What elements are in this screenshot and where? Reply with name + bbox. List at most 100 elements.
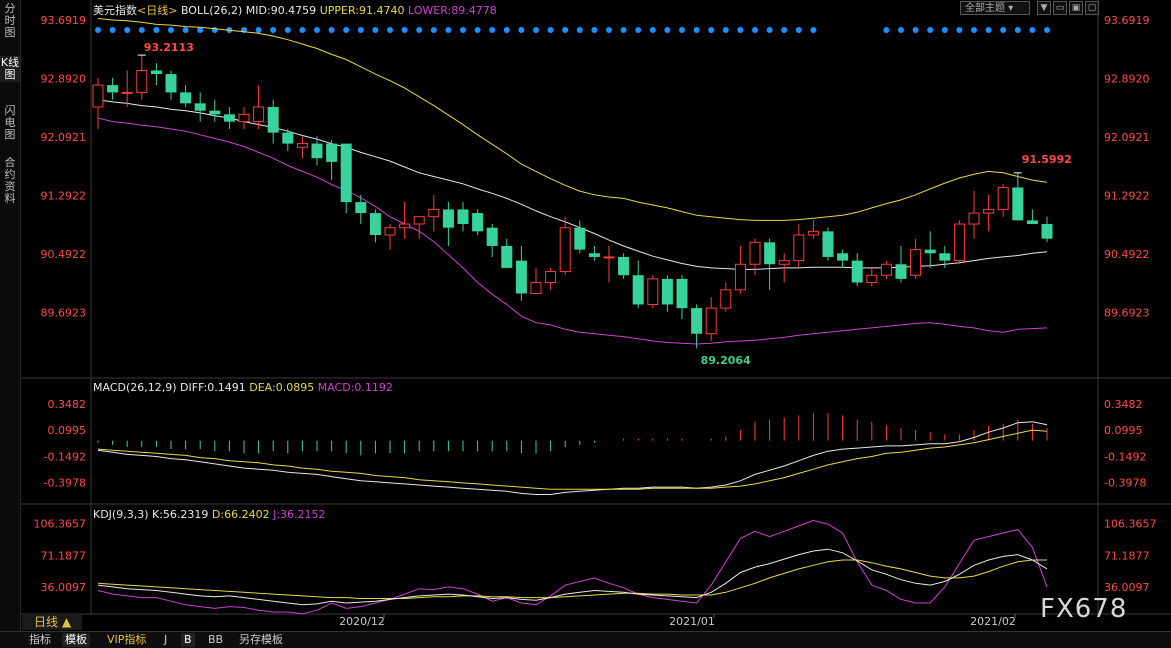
signal-dot xyxy=(401,27,408,33)
candle-body xyxy=(953,223,965,262)
signal-dot xyxy=(1014,27,1021,33)
sidebar-item-intraday[interactable]: 分时图 xyxy=(4,2,16,39)
instrument-name: 美元指数 xyxy=(93,4,137,17)
signal-dot xyxy=(95,27,101,33)
main-y-tick-label: 89.6923 xyxy=(41,306,87,319)
candle-body xyxy=(238,113,250,123)
candle-body xyxy=(851,260,863,283)
signal-dot xyxy=(737,27,744,33)
tab-bb[interactable]: BB xyxy=(208,633,224,646)
candle-body xyxy=(413,216,425,225)
candle-body xyxy=(895,264,907,279)
indicator-name: BOLL(26,2) xyxy=(180,4,243,17)
candle-body xyxy=(574,227,586,250)
main-legend: 美元指数<日线> BOLL(26,2) MID:90.4759 UPPER:91… xyxy=(93,2,497,18)
signal-dot xyxy=(197,27,204,33)
candle-body xyxy=(165,74,177,93)
candle-body xyxy=(311,143,323,159)
signal-dot xyxy=(620,27,627,33)
kdj-d-line xyxy=(97,559,1047,599)
x-tick-label: 2021/01 xyxy=(669,615,715,628)
sidebar-item-flash[interactable]: 闪电图 xyxy=(4,104,16,141)
candle-body xyxy=(150,70,162,75)
kdj-j-line xyxy=(97,519,1048,615)
candle-body xyxy=(822,231,834,257)
candle-body xyxy=(676,278,688,309)
signal-dot xyxy=(635,27,642,33)
period-label: <日线> xyxy=(137,4,178,17)
candle-body xyxy=(1026,220,1038,225)
tab-template[interactable]: 模板 xyxy=(62,633,90,647)
main-y-tick-label: 91.2922 xyxy=(1104,189,1150,202)
macd-dea-line xyxy=(97,429,1048,490)
candle-body xyxy=(121,91,133,94)
candle-body xyxy=(632,275,644,305)
signal-dot xyxy=(138,27,145,33)
candle-body xyxy=(296,143,308,148)
candle-body xyxy=(720,289,732,309)
macd-y-tick-label: 0.0995 xyxy=(48,424,87,437)
tab-j[interactable]: J xyxy=(164,633,168,646)
candle-body xyxy=(92,84,104,108)
macd-y-tick-label: 0.3482 xyxy=(1104,398,1143,411)
candle-body xyxy=(369,213,381,235)
macd-dea-value: DEA:0.0895 xyxy=(249,381,315,394)
maximize-button[interactable]: ▢ xyxy=(1085,1,1099,15)
candle-body xyxy=(807,230,819,236)
boll-mid-value: MID:90.4759 xyxy=(245,4,317,17)
theme-select[interactable]: 全部主题 ▾ xyxy=(960,1,1030,15)
main-y-tick-label: 93.6919 xyxy=(1104,14,1150,27)
kdj-y-tick-label: 71.1877 xyxy=(1104,549,1150,562)
watermark: FX678 xyxy=(1040,594,1128,624)
layout-button[interactable]: ▣ xyxy=(1069,1,1083,15)
macd-y-tick-label: 0.3482 xyxy=(48,398,87,411)
dropdown-button[interactable]: ▼ xyxy=(1037,1,1051,15)
candle-body xyxy=(924,249,936,254)
signal-dot xyxy=(518,27,525,33)
tab-b[interactable]: B xyxy=(181,633,195,647)
signal-dot xyxy=(722,27,729,33)
kdj-d-value: D:66.2402 xyxy=(211,508,270,521)
signal-dot xyxy=(474,27,481,33)
signal-dot xyxy=(1044,27,1050,33)
candle-body xyxy=(355,202,367,214)
signal-dot xyxy=(387,27,393,33)
candle-body xyxy=(384,227,396,236)
boll-lower-value: LOWER:89.4778 xyxy=(407,4,497,17)
sidebar-item-contract[interactable]: 合约资料 xyxy=(4,156,16,205)
macd-y-tick-label: -0.3978 xyxy=(44,477,86,490)
signal-dot xyxy=(708,27,715,33)
tab-save-template[interactable]: 另存模板 xyxy=(239,633,283,646)
candle-body xyxy=(939,253,951,261)
candle-body xyxy=(734,263,746,291)
tab-indicator[interactable]: 指标 xyxy=(29,633,51,646)
candle-body xyxy=(107,85,119,93)
boll-upper-line xyxy=(97,18,1048,221)
kdj-name: KDJ(9,3,3) xyxy=(93,508,149,521)
signal-dot xyxy=(460,27,466,33)
sidebar-item-kline[interactable]: K线图 xyxy=(0,56,20,82)
signal-dot xyxy=(752,27,758,33)
restore-button[interactable]: ▭ xyxy=(1053,1,1067,15)
macd-diff-line xyxy=(97,421,1048,495)
tab-vip-indicator[interactable]: VIP指标 xyxy=(107,633,147,646)
candle-body xyxy=(778,260,790,265)
kdj-y-tick-label: 36.0097 xyxy=(41,581,87,594)
candle-body xyxy=(1041,224,1053,239)
signal-dot xyxy=(430,27,437,33)
candle-body xyxy=(223,114,235,122)
signal-dot xyxy=(328,27,335,33)
candle-body xyxy=(968,212,980,225)
signal-dot xyxy=(445,27,452,33)
macd-name: MACD(26,12,9) xyxy=(93,381,177,394)
period-button[interactable]: 日线 ▲ xyxy=(22,614,82,630)
signal-dot xyxy=(109,27,116,33)
signal-dot xyxy=(985,27,992,33)
main-y-tick-label: 90.4922 xyxy=(1104,248,1150,261)
signal-dot xyxy=(372,27,379,33)
chart-canvas: 93.6919 93.6919 92.8920 92.8920 92.0921 92.09… xyxy=(21,0,1171,628)
candle-body xyxy=(880,263,892,276)
candle-body xyxy=(705,307,717,335)
candle-body xyxy=(326,143,338,162)
bottom-toolbar: 指标 模板 VIP指标 J B BB 另存模板 xyxy=(0,631,1171,648)
